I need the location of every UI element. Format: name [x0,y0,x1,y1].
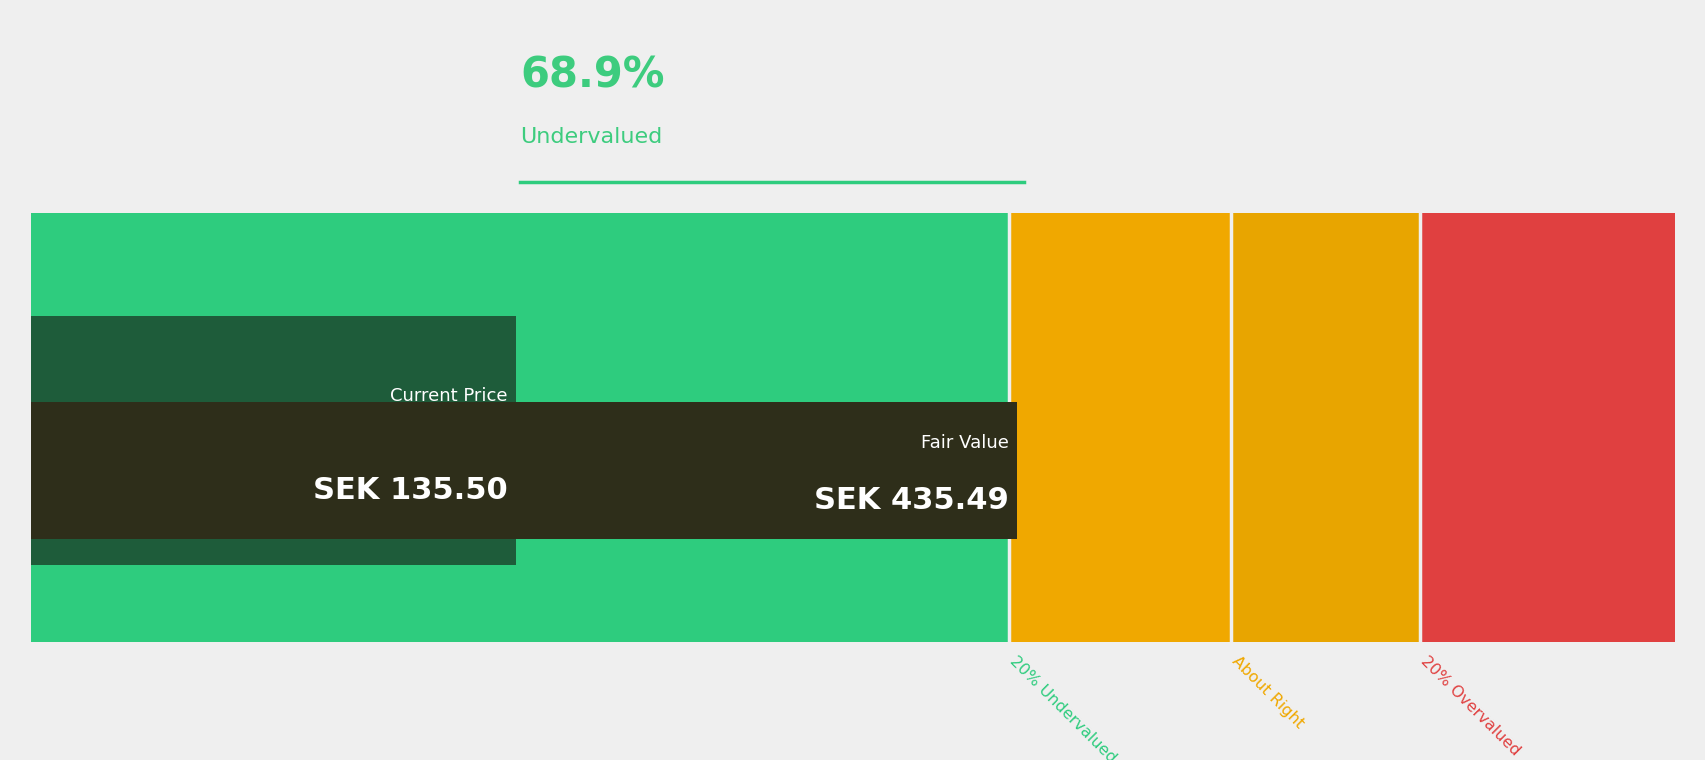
Bar [1231,213,1420,642]
Text: Undervalued: Undervalued [520,127,662,147]
Bar [31,402,1016,539]
Bar [31,213,1009,642]
Bar [31,316,515,565]
Text: Fair Value: Fair Value [921,434,1008,452]
Text: SEK 135.50: SEK 135.50 [312,476,506,505]
Bar [1420,213,1674,642]
Text: 20% Overvalued: 20% Overvalued [1417,654,1523,758]
Text: Current Price: Current Price [390,387,506,404]
Text: SEK 435.49: SEK 435.49 [813,486,1008,515]
Text: About Right: About Right [1229,654,1306,731]
Bar [1009,213,1231,642]
Text: 20% Undervalued: 20% Undervalued [1006,654,1118,760]
Text: 68.9%: 68.9% [520,55,665,97]
